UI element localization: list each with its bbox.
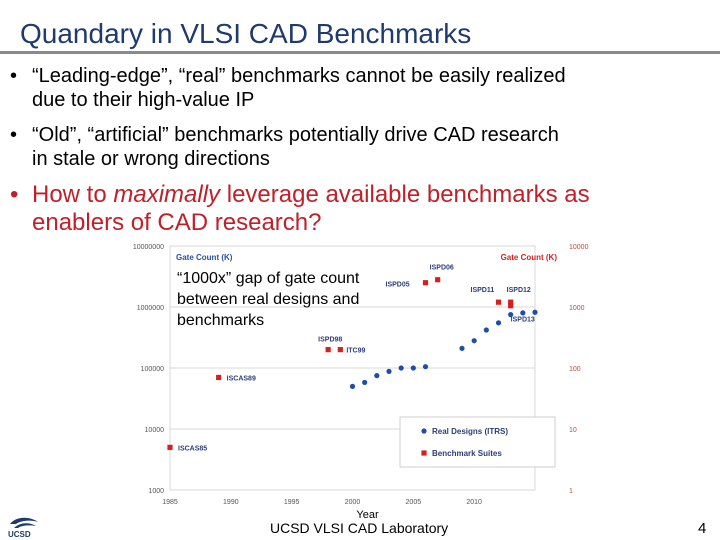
bullet-dot: • (10, 124, 18, 146)
left-tick-label: 10000 (145, 427, 165, 434)
left-tick-label: 1000000 (137, 305, 164, 312)
real-design-point (471, 338, 477, 344)
real-design-point (532, 309, 538, 315)
annotation-line-1: “1000x” gap of gate count (177, 270, 360, 287)
bullet-3-line1: How to maximally leverage available benc… (32, 181, 590, 209)
real-design-point (520, 310, 526, 316)
right-tick-label: 10 (569, 427, 577, 434)
slide-title: Quandary in VLSI CAD Benchmarks (20, 18, 472, 49)
benchmark-point (508, 303, 514, 309)
left-tick-label: 10000000 (133, 244, 164, 251)
real-design-point (422, 364, 429, 370)
real-design-point (386, 368, 392, 374)
x-tick-label: 1985 (162, 499, 178, 506)
legend-real-label: Real Designs (ITRS) (432, 427, 508, 436)
right-tick-label: 10000 (569, 244, 589, 251)
ucsd-logo-icon (10, 517, 38, 528)
benchmark-label: ISPD13 (511, 317, 535, 324)
bullet-dot: • (10, 181, 19, 208)
benchmark-label: ISCAS85 (178, 445, 207, 452)
x-tick-label: 2010 (466, 499, 482, 506)
real-design-point (483, 327, 489, 333)
benchmark-label: ISPD98 (318, 337, 342, 344)
bullet-3-line2: enablers of CAD research? (32, 209, 322, 236)
right-tick-label: 1 (569, 488, 573, 495)
bullet-3-emphasis: maximally (113, 181, 221, 208)
real-design-point (495, 320, 502, 326)
x-axis-title: Year (356, 509, 379, 521)
left-tick-label: 100000 (141, 366, 164, 373)
right-axis-title: Gate Count (K) (501, 253, 558, 262)
benchmark-label: ISPD05 (386, 282, 410, 289)
benchmark-label: ITC99 (346, 348, 365, 355)
x-tick-label: 1995 (284, 499, 300, 506)
benchmark-label: ISPD06 (430, 265, 454, 272)
bullet-1-line2: due to their high-value IP (32, 89, 255, 111)
real-design-point (508, 312, 514, 318)
bullet-3-post: leverage available benchmarks as (220, 181, 590, 208)
real-design-point (410, 365, 416, 371)
x-tick-label: 2005 (406, 499, 422, 506)
real-design-point (398, 365, 404, 371)
benchmark-point (422, 280, 429, 286)
benchmark-point (435, 277, 441, 283)
x-tick-label: 2000 (345, 499, 361, 506)
benchmark-point (508, 299, 514, 305)
title-rule (0, 51, 720, 54)
bullet-2-line1: “Old”, “artificial” benchmarks potential… (32, 124, 559, 146)
gate-count-chart: 10000000 1000000 100000 10000 1000 10000 1000 1… (133, 244, 589, 521)
benchmark-point (167, 444, 173, 450)
bullet-dot: • (10, 65, 18, 87)
left-tick-label: 1000 (148, 488, 164, 495)
footer-lab-name: UCSD VLSI CAD Laboratory (270, 520, 449, 536)
legend-bench-marker (421, 450, 427, 456)
real-design-point (349, 383, 356, 389)
gap-annotation: “1000x” gap of gate count between real d… (177, 268, 359, 331)
benchmark-point (216, 374, 222, 381)
right-tick-label: 100 (569, 366, 581, 373)
benchmark-point (337, 347, 343, 353)
legend-bench-label: Benchmark Suites (432, 449, 502, 458)
real-design-point (362, 379, 368, 386)
benchmark-point (495, 299, 502, 305)
annotation-line-2: between real designs and (177, 291, 360, 308)
x-tick-label: 1990 (223, 499, 239, 506)
annotation-line-3: benchmarks (177, 312, 265, 329)
logo-text: UCSD (8, 530, 31, 539)
legend-box (399, 416, 556, 468)
bullet-1-line1: “Leading-edge”, “real” benchmarks cannot… (32, 65, 566, 87)
real-design-point (374, 373, 380, 379)
left-axis-title: Gate Count (K) (176, 253, 233, 262)
legend-real-marker (421, 428, 427, 434)
benchmark-point (325, 347, 331, 353)
real-design-point (459, 345, 465, 351)
bullet-2-line2: in stale or wrong directions (32, 148, 270, 170)
right-tick-label: 1000 (569, 305, 585, 312)
page-number: 4 (698, 520, 707, 537)
bullet-3-pre: How to (32, 181, 114, 208)
benchmark-label: ISPD11 (471, 287, 495, 294)
benchmark-label: ISCAS89 (227, 375, 256, 382)
benchmark-label: ISPD12 (507, 287, 531, 294)
